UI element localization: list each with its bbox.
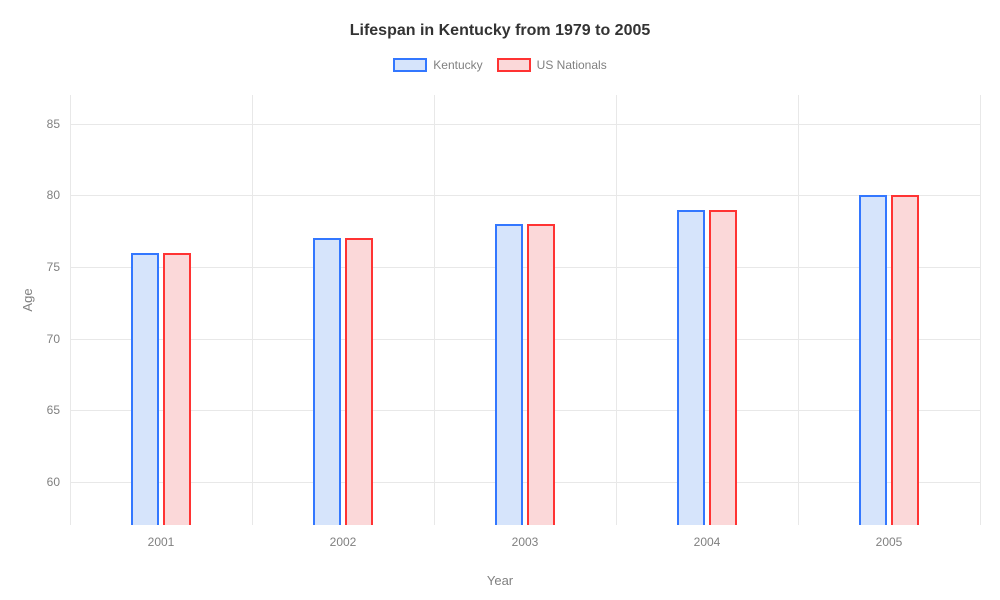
- y-tick-label: 80: [47, 188, 70, 202]
- legend-label-us-nationals: US Nationals: [537, 58, 607, 72]
- x-tick-label: 2001: [148, 525, 175, 549]
- gridline-vertical: [70, 95, 71, 525]
- gridline-horizontal: [70, 124, 980, 125]
- x-tick-label: 2004: [694, 525, 721, 549]
- legend-item-us-nationals: US Nationals: [497, 58, 607, 72]
- bar-group: [131, 253, 191, 525]
- y-axis-label: Age: [20, 288, 35, 311]
- y-tick-label: 65: [47, 403, 70, 417]
- x-axis-label: Year: [487, 573, 513, 588]
- gridline-vertical: [616, 95, 617, 525]
- bar-group: [677, 210, 737, 525]
- legend-swatch-kentucky: [393, 58, 427, 72]
- bar: [313, 238, 341, 525]
- x-tick-label: 2003: [512, 525, 539, 549]
- bar: [677, 210, 705, 525]
- y-tick-label: 70: [47, 332, 70, 346]
- bar: [163, 253, 191, 525]
- gridline-horizontal: [70, 195, 980, 196]
- y-tick-label: 85: [47, 117, 70, 131]
- y-tick-label: 60: [47, 475, 70, 489]
- gridline-vertical: [798, 95, 799, 525]
- bar: [131, 253, 159, 525]
- chart-container: Lifespan in Kentucky from 1979 to 2005 K…: [0, 0, 1000, 600]
- plot-area: 60657075808520012002200320042005: [70, 95, 980, 525]
- bar: [709, 210, 737, 525]
- legend-label-kentucky: Kentucky: [433, 58, 482, 72]
- bar: [495, 224, 523, 525]
- x-tick-label: 2002: [330, 525, 357, 549]
- bar-group: [859, 195, 919, 525]
- legend-swatch-us-nationals: [497, 58, 531, 72]
- x-tick-label: 2005: [876, 525, 903, 549]
- gridline-vertical: [980, 95, 981, 525]
- bar-group: [313, 238, 373, 525]
- chart-title: Lifespan in Kentucky from 1979 to 2005: [0, 0, 1000, 40]
- gridline-vertical: [434, 95, 435, 525]
- bar: [859, 195, 887, 525]
- gridline-vertical: [252, 95, 253, 525]
- bar: [527, 224, 555, 525]
- legend-item-kentucky: Kentucky: [393, 58, 482, 72]
- bar-group: [495, 224, 555, 525]
- bar: [891, 195, 919, 525]
- y-tick-label: 75: [47, 260, 70, 274]
- bar: [345, 238, 373, 525]
- chart-legend: Kentucky US Nationals: [0, 58, 1000, 72]
